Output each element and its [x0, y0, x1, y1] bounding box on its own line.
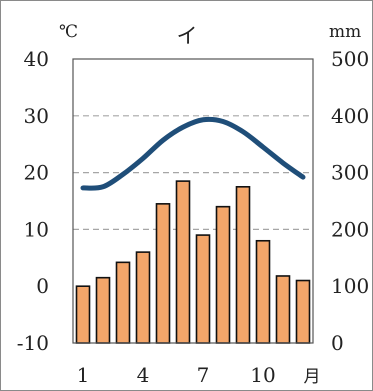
x-axis-label: 月 — [304, 367, 321, 387]
precipitation-bar — [255, 239, 271, 344]
temperature-tick-label: 10 — [24, 217, 49, 241]
plot-frame — [72, 58, 314, 344]
precipitation-bar — [175, 180, 191, 344]
precipitation-bar — [275, 275, 291, 344]
temperature-tick-label: 40 — [24, 47, 49, 71]
precipitation-bar — [235, 186, 251, 344]
precipitation-unit-label: mm — [329, 22, 361, 42]
precipitation-tick-label: 400 — [331, 104, 369, 128]
precipitation-bar — [115, 261, 131, 344]
precipitation-bar — [155, 203, 171, 344]
precipitation-tick-label: 300 — [331, 161, 369, 185]
precipitation-bar — [135, 251, 151, 344]
temperature-tick-label: 30 — [24, 104, 49, 128]
precipitation-tick-label: 100 — [331, 274, 369, 298]
chart-title: イ — [177, 24, 198, 48]
temperature-tick-label: 20 — [24, 161, 49, 185]
precipitation-tick-label: 0 — [331, 331, 344, 355]
temperature-line-path — [80, 116, 306, 191]
temperature-tick-label: -10 — [17, 331, 49, 355]
precipitation-bars — [75, 180, 311, 344]
precipitation-bar — [215, 205, 231, 344]
month-tick-label: 7 — [197, 363, 210, 387]
precipitation-tick-label: 500 — [331, 47, 369, 71]
month-tick-label: 10 — [250, 363, 275, 387]
month-tick-label: 4 — [137, 363, 150, 387]
temperature-line — [80, 116, 306, 191]
temperature-unit-label: ℃ — [59, 22, 78, 42]
precipitation-bar — [195, 234, 211, 344]
grid-layer — [73, 115, 313, 230]
precipitation-tick-label: 200 — [331, 217, 369, 241]
temperature-tick-label: 0 — [36, 274, 49, 298]
precipitation-bar — [295, 279, 311, 344]
precipitation-bar — [95, 276, 111, 344]
precipitation-bar — [75, 285, 91, 344]
month-tick-label: 1 — [77, 363, 90, 387]
